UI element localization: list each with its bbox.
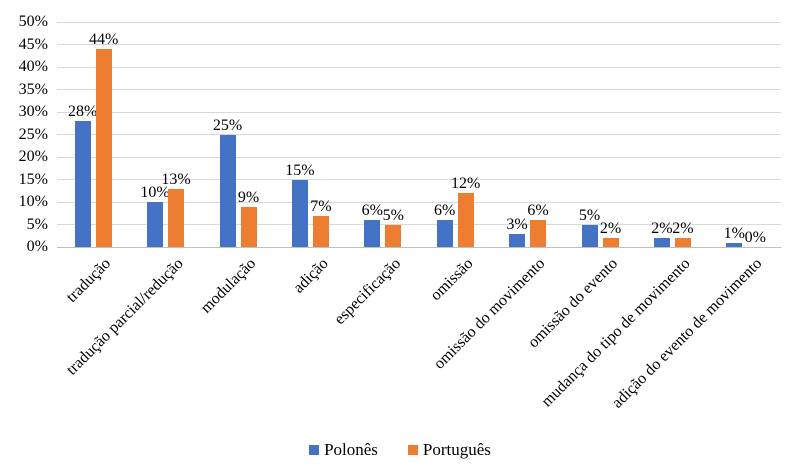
legend-label-portugues: Português <box>422 440 491 459</box>
data-label: 6% <box>527 202 549 219</box>
legend-item-portugues: Português <box>407 440 491 460</box>
x-axis-category-label-text: modulação <box>197 255 260 317</box>
y-axis-tick-label: 50% <box>18 13 48 30</box>
x-axis-category-label-text: omissão <box>427 255 477 305</box>
legend-swatch-polones <box>309 445 320 455</box>
bar-polones <box>219 134 236 247</box>
bar-polones <box>726 242 743 247</box>
data-label: 5% <box>382 206 404 224</box>
y-axis-tick-label: 30% <box>18 103 48 120</box>
x-axis-category-label-text: especificação <box>330 255 404 328</box>
bar-portugues <box>674 238 691 247</box>
y-axis-tick-label: 45% <box>18 35 48 53</box>
bar-portugues <box>602 238 619 247</box>
gridline <box>57 89 781 90</box>
y-axis-tick-label: 15% <box>18 170 48 188</box>
y-axis-tick-label: 10% <box>18 193 48 210</box>
data-label: 3% <box>506 215 528 233</box>
y-axis-tick-label: 35% <box>18 80 48 98</box>
data-label: 2% <box>672 220 694 237</box>
x-axis-line <box>57 246 781 248</box>
bar-polones <box>74 121 91 247</box>
bar-portugues <box>240 206 257 247</box>
bar-portugues <box>168 188 185 247</box>
data-label: 0% <box>744 229 766 246</box>
bar-portugues <box>530 220 547 247</box>
bar-polones <box>436 220 453 247</box>
bar-polones <box>509 233 526 247</box>
bar-polones <box>364 220 381 247</box>
data-label: 13% <box>161 170 191 188</box>
legend-swatch-portugues <box>407 445 418 455</box>
x-axis-category-label-text: tradução <box>63 255 115 306</box>
data-label: 9% <box>237 188 260 206</box>
data-label: 2% <box>651 220 673 237</box>
gridline <box>57 21 781 23</box>
bar-polones <box>291 179 308 247</box>
data-label: 44% <box>89 31 119 48</box>
data-label: 15% <box>285 161 315 179</box>
data-label: 1% <box>723 224 745 242</box>
bar-portugues <box>385 224 402 247</box>
data-label: 2% <box>599 220 622 237</box>
y-axis-tick-label: 5% <box>26 215 48 233</box>
bar-polones <box>581 224 598 247</box>
data-label: 12% <box>451 175 481 192</box>
gridline <box>57 179 781 180</box>
data-label: 7% <box>310 197 332 215</box>
x-axis-category-label-text: adição <box>289 255 332 297</box>
legend-label-polones: Polonês <box>324 440 378 459</box>
bar-portugues <box>312 215 329 247</box>
legend: Polonês Português <box>0 440 800 460</box>
gridline <box>57 44 781 45</box>
data-label: 10% <box>140 184 170 201</box>
y-axis-tick-label: 20% <box>18 148 48 165</box>
gridline <box>57 224 781 225</box>
data-label: 28% <box>68 103 98 120</box>
gridline <box>57 201 781 203</box>
y-axis-tick-label: 25% <box>18 125 48 143</box>
y-axis-tick-label: 40% <box>18 58 48 75</box>
gridline <box>57 66 781 68</box>
data-label: 6% <box>434 202 456 219</box>
bar-polones <box>147 202 164 247</box>
bar-portugues <box>95 49 112 247</box>
y-axis-tick-label: 0% <box>26 238 48 255</box>
bar-polones <box>653 238 670 247</box>
data-label: 6% <box>361 202 383 219</box>
data-label: 5% <box>578 206 601 224</box>
data-label: 25% <box>212 116 243 134</box>
gridline <box>57 134 781 135</box>
gridline <box>57 156 781 158</box>
legend-item-polones: Polonês <box>309 440 378 460</box>
x-axis-category-label-text: adição do evento de movimento <box>609 255 766 412</box>
bar-portugues <box>457 193 474 247</box>
x-axis-category-label-text: mudança do tipo de movimento <box>538 255 694 411</box>
gridline <box>57 111 781 113</box>
